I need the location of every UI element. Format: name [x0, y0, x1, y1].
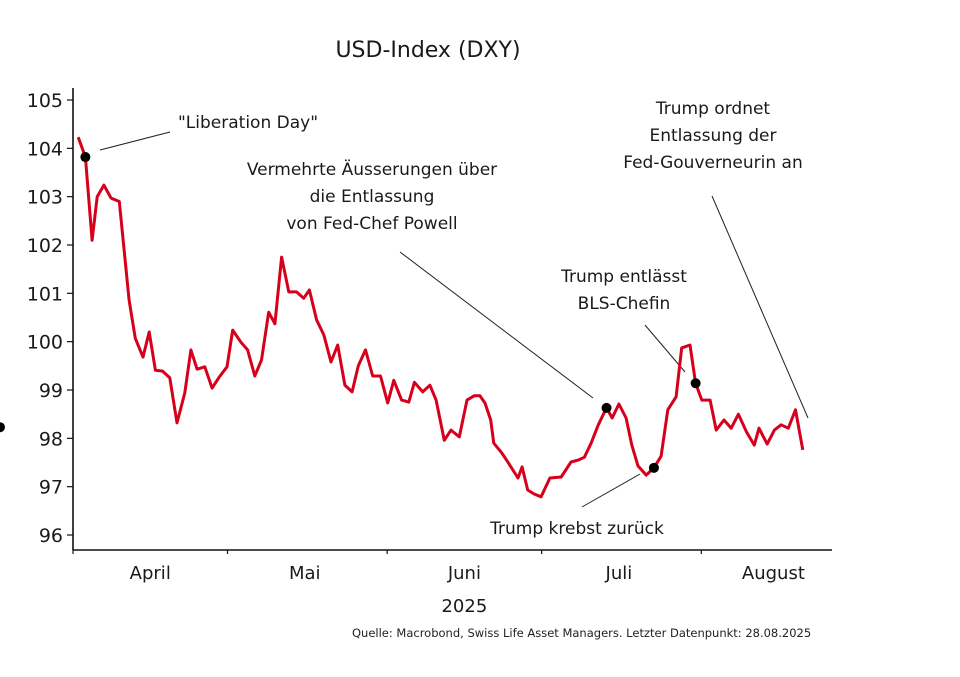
- annotation-dot: [690, 378, 701, 389]
- x-tick-label: Juni: [447, 563, 481, 584]
- annotation-dot: [0, 422, 5, 433]
- chart-title: USD-Index (DXY): [335, 38, 520, 63]
- annotation-text: Entlassung der: [649, 126, 776, 146]
- annotation-leader: [711, 195, 809, 419]
- annotation-dot: [648, 462, 659, 473]
- annotation-text: Trump krebst zurück: [489, 519, 664, 539]
- annotation-text: von Fed-Chef Powell: [286, 214, 457, 234]
- annotation-leaders: [99, 131, 809, 508]
- annotation-text: Trump entlässt: [560, 267, 687, 287]
- x-axis-year-label: 2025: [441, 596, 487, 617]
- annotation-leader: [399, 251, 594, 399]
- annotation-text: Fed-Gouverneurin an: [623, 153, 803, 173]
- annotation-leader: [581, 473, 641, 508]
- axes: 96 97 98 99 100 101 102 103 104 105 April Mai Juni Ju…: [27, 88, 832, 617]
- annotation-dots: [0, 152, 701, 473]
- annotation-leader: [99, 131, 171, 151]
- y-tick-label: 103: [27, 187, 63, 209]
- annotation-text: BLS-Chefin: [578, 294, 671, 314]
- annotation-texts: "Liberation Day" Vermehrte Äusserungen üb…: [178, 99, 803, 539]
- x-tick-label: Mai: [289, 563, 321, 584]
- y-tick-label: 99: [39, 380, 63, 402]
- series-line-dxy: [76, 136, 805, 499]
- y-tick-label: 102: [27, 235, 63, 257]
- source-note: Quelle: Macrobond, Swiss Life Asset Mana…: [352, 626, 812, 640]
- x-tick-label: April: [130, 563, 171, 584]
- y-tick-label: 101: [27, 283, 63, 305]
- y-tick-label: 96: [39, 525, 63, 547]
- annotation-text: "Liberation Day": [178, 113, 318, 133]
- y-tick-label: 105: [27, 90, 63, 112]
- x-tick-label: Juli: [605, 563, 633, 584]
- annotation-text: Trump ordnet: [655, 99, 771, 119]
- x-tick-label: August: [742, 563, 805, 584]
- annotation-dot: [601, 402, 612, 413]
- annotation-dot: [80, 152, 91, 163]
- y-tick-label: 104: [27, 138, 63, 160]
- annotation-text: Vermehrte Äusserungen über: [247, 159, 497, 180]
- y-tick-label: 97: [39, 477, 63, 499]
- y-tick-label: 100: [27, 332, 63, 354]
- annotation-text: die Entlassung: [310, 187, 435, 207]
- y-tick-label: 98: [39, 428, 63, 450]
